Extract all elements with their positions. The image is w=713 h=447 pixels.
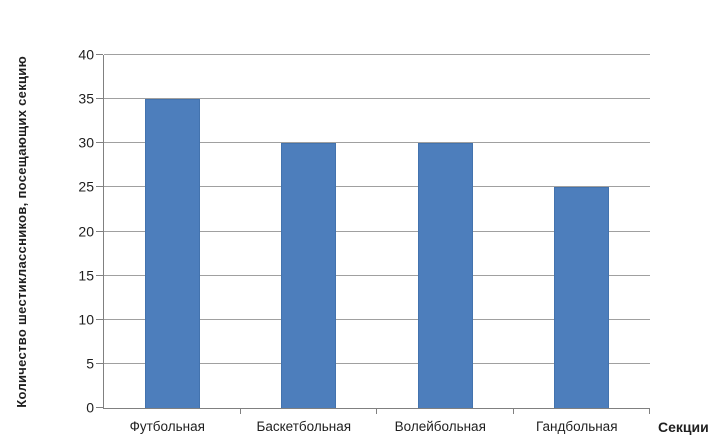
plot-area: 0 5 10 15 20 25 30 35 40 Футбольная Баскетбольная В… (78, 47, 650, 434)
y-axis-tick (96, 230, 103, 232)
y-axis-tick (96, 186, 103, 188)
gridline-y-40 (104, 54, 650, 55)
y-tick-label-10: 10 (78, 311, 94, 328)
gridline-y-25 (104, 186, 650, 188)
x-category-label-1: Футбольная (129, 419, 205, 434)
gridline-y-35 (104, 98, 650, 100)
gridline-y-20 (104, 230, 650, 232)
bar-Волейбольная (417, 143, 473, 408)
gridline-y-15 (104, 274, 650, 276)
x-axis-title: Секции (658, 419, 709, 435)
y-tick-label-35: 35 (78, 90, 94, 107)
x-axis-tick (239, 409, 241, 414)
x-category-label-4: Гандбольная (535, 419, 618, 434)
x-category-label-2: Баскетбольная (256, 419, 352, 434)
y-tick-label-40: 40 (78, 46, 94, 63)
y-axis-tick (96, 274, 103, 276)
y-tick-label-30: 30 (78, 134, 94, 151)
gridline-y-30 (104, 142, 650, 144)
y-axis-tick (96, 54, 103, 55)
y-axis-tick (96, 142, 103, 144)
gridline-y-10 (104, 318, 650, 320)
y-axis-tick (96, 98, 103, 100)
gridline-y-5 (104, 362, 650, 364)
bar-Баскетбольная (281, 143, 337, 408)
bar-Футбольная (144, 99, 200, 408)
y-axis-title: Количество шестиклассников, посещающих с… (8, 55, 34, 408)
y-tick-label-25: 25 (78, 179, 94, 196)
x-axis-tick (512, 409, 514, 414)
y-tick-label-20: 20 (78, 223, 94, 240)
y-axis-tick (96, 362, 103, 364)
x-category-label-3: Волейбольная (394, 419, 486, 434)
y-tick-label-0: 0 (86, 399, 94, 416)
bar-Гандбольная (554, 187, 610, 408)
y-tick-label-5: 5 (86, 355, 94, 372)
x-axis-tick (649, 409, 650, 414)
y-tick-label-15: 15 (78, 267, 94, 284)
y-axis-tick (96, 407, 103, 408)
x-axis-tick (376, 409, 377, 414)
y-axis-title-text: Количество шестиклассников, посещающих с… (13, 55, 29, 408)
y-axis-tick (96, 318, 103, 320)
